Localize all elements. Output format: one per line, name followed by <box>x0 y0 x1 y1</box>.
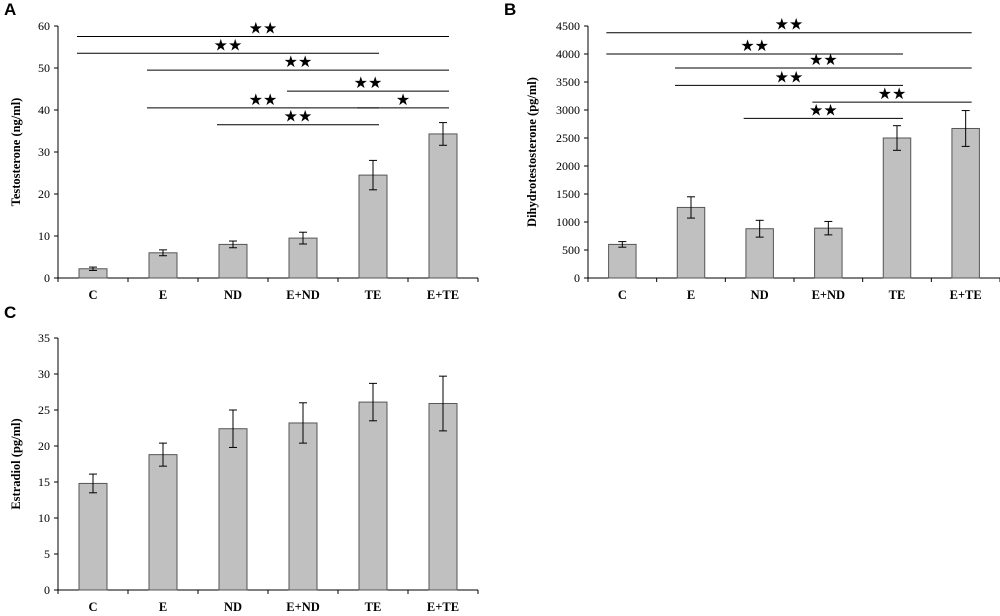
significance-stars: ★★ <box>809 100 838 119</box>
bar-e <box>676 206 706 279</box>
chart-panel-b: B Dihydrotestosterone (pg/ml) 0 500 1000 1500… <box>504 0 1000 302</box>
y-tick-label: 60 <box>38 19 50 33</box>
y-tick-label: 1000 <box>556 215 580 229</box>
significance-stars: ★★ <box>284 107 313 126</box>
y-tick-label: 500 <box>562 243 580 257</box>
bar-e <box>148 454 178 591</box>
significance-stars: ★★ <box>284 52 313 71</box>
y-tick-label: 4500 <box>556 19 580 33</box>
y-tick-label: 1500 <box>556 187 580 201</box>
panel-letter: B <box>504 0 516 19</box>
significance-stars: ★★ <box>249 90 278 109</box>
y-tick-label: 3000 <box>556 103 580 117</box>
y-tick-label: 20 <box>38 187 50 201</box>
bar-te <box>358 401 388 591</box>
y-tick-label: 10 <box>38 229 50 243</box>
x-category-label: ND <box>224 600 242 614</box>
y-tick-label: 3500 <box>556 75 580 89</box>
y-tick-label: 50 <box>38 61 50 75</box>
y-tick-label: 25 <box>38 403 50 417</box>
x-category-label: TE <box>365 600 382 614</box>
x-category-label: E <box>159 288 167 302</box>
y-tick-label: 0 <box>44 583 50 597</box>
significance-stars: ★★ <box>214 35 243 54</box>
x-category-label: E+TE <box>427 600 459 614</box>
chart-panel-c: C Estradiol (pg/ml) 0 5 10 15 20 25 30 35 C E ND E+ND… <box>4 303 479 614</box>
significance-stars: ★★ <box>354 73 383 92</box>
y-tick-label: 20 <box>38 439 50 453</box>
y-tick-label: 0 <box>574 271 580 285</box>
x-category-label: C <box>618 288 627 302</box>
x-category-label: TE <box>365 288 382 302</box>
x-category-label: E+TE <box>427 288 459 302</box>
x-category-label: E <box>159 600 167 614</box>
chart-panel-a: A Testosterone (ng/ml) 0 10 20 30 40 50 60 C E ND E+… <box>4 0 479 302</box>
significance-stars: ★ <box>396 90 410 109</box>
x-category-label: E <box>687 288 695 302</box>
bar-te <box>882 137 912 279</box>
y-tick-label: 15 <box>38 475 50 489</box>
significance-stars: ★★ <box>249 19 278 38</box>
y-tick-label: 35 <box>38 331 50 345</box>
x-category-label: ND <box>751 288 769 302</box>
significance-stars: ★★ <box>740 36 769 55</box>
y-tick-label: 2000 <box>556 159 580 173</box>
x-category-label: TE <box>889 288 906 302</box>
bar-nd <box>218 243 248 279</box>
x-category-label: E+ND <box>286 600 320 614</box>
y-tick-label: 30 <box>38 367 50 381</box>
bar-e-plus-nd <box>814 227 843 279</box>
y-tick-label: 5 <box>44 547 50 561</box>
x-category-label: E+TE <box>950 288 982 302</box>
x-category-label: ND <box>224 288 242 302</box>
significance-stars: ★★ <box>775 15 804 34</box>
x-category-label: E+ND <box>286 288 320 302</box>
y-axis-label: Estradiol (pg/ml) <box>9 418 23 509</box>
y-tick-label: 30 <box>38 145 50 159</box>
y-axis-label: Dihydrotestosterone (pg/ml) <box>525 77 539 227</box>
x-category-label: E+ND <box>812 288 846 302</box>
panel-letter: A <box>4 0 16 19</box>
bar-c <box>78 482 108 591</box>
bar-te <box>358 174 388 279</box>
significance-stars: ★★ <box>809 50 838 69</box>
y-axis-label: Testosterone (ng/ml) <box>9 98 23 207</box>
significance-stars: ★★ <box>878 84 907 103</box>
y-tick-label: 2500 <box>556 131 580 145</box>
y-tick-label: 0 <box>44 271 50 285</box>
bar-e-plus-te <box>951 127 980 279</box>
bar-e <box>148 252 178 279</box>
bar-nd <box>218 428 248 591</box>
y-tick-label: 40 <box>38 103 50 117</box>
y-tick-label: 4000 <box>556 47 580 61</box>
bar-e-plus-nd <box>288 422 318 591</box>
bar-e-plus-te <box>428 133 458 279</box>
x-category-label: C <box>88 288 97 302</box>
significance-stars: ★★ <box>775 67 804 86</box>
bar-c <box>608 243 637 279</box>
bar-e-plus-te <box>428 403 458 591</box>
y-tick-label: 10 <box>38 511 50 525</box>
panel-letter: C <box>4 303 16 322</box>
x-category-label: C <box>88 600 97 614</box>
